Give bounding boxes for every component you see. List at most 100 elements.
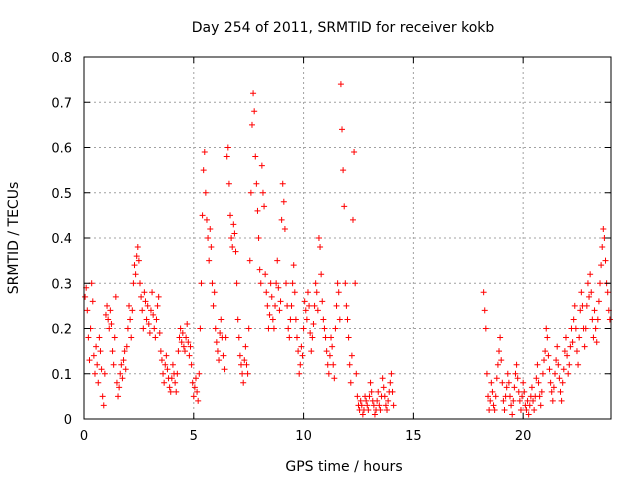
- data-point-0-284: [482, 325, 489, 332]
- data-point-0-256: [363, 397, 370, 404]
- data-point-0-165: [263, 289, 270, 296]
- data-point-0-326: [528, 384, 535, 391]
- y-axis-label: SRMTID / TECUs: [6, 182, 22, 295]
- data-point-0-105: [197, 325, 204, 332]
- data-point-0-107: [199, 212, 206, 219]
- data-point-0-85: [175, 348, 182, 355]
- data-point-0-141: [236, 352, 243, 359]
- data-point-0-252: [358, 402, 365, 409]
- data-point-0-65: [153, 316, 160, 323]
- data-point-0-229: [333, 302, 340, 309]
- data-point-0-4: [86, 357, 93, 364]
- data-point-0-292: [491, 406, 498, 413]
- data-point-0-50: [136, 280, 143, 287]
- data-point-0-361: [567, 343, 574, 350]
- data-point-0-258: [365, 406, 372, 413]
- data-point-0-102: [194, 388, 201, 395]
- data-point-0-239: [344, 316, 351, 323]
- data-point-0-283: [481, 307, 488, 314]
- data-point-0-280: [389, 388, 396, 395]
- data-point-0-128: [222, 334, 229, 341]
- data-point-0-100: [191, 384, 198, 391]
- data-point-0-300: [500, 397, 507, 404]
- data-point-0-218: [321, 325, 328, 332]
- data-point-0-160: [257, 280, 264, 287]
- data-point-0-384: [592, 325, 599, 332]
- data-point-0-168: [266, 311, 273, 318]
- data-point-0-26: [110, 361, 117, 368]
- data-point-0-355: [560, 366, 567, 373]
- data-point-0-340: [544, 334, 551, 341]
- data-point-0-332: [535, 379, 542, 386]
- data-point-0-234: [339, 126, 346, 133]
- data-point-0-67: [155, 293, 162, 300]
- data-point-0-120: [213, 339, 220, 346]
- data-point-0-263: [370, 402, 377, 409]
- data-point-0-29: [113, 379, 120, 386]
- x-tick-label-1: 5: [190, 429, 198, 444]
- data-point-0-146: [242, 343, 249, 350]
- data-point-0-324: [526, 402, 533, 409]
- data-point-0-37: [122, 366, 129, 373]
- data-point-0-178: [277, 298, 284, 305]
- data-point-0-318: [520, 379, 527, 386]
- data-point-0-110: [202, 189, 209, 196]
- data-point-0-242: [347, 379, 354, 386]
- data-point-0-197: [298, 343, 305, 350]
- data-point-0-224: [328, 334, 335, 341]
- data-point-0-225: [329, 343, 336, 350]
- data-point-0-236: [341, 203, 348, 210]
- data-point-0-149: [245, 325, 252, 332]
- data-point-0-226: [330, 361, 337, 368]
- data-point-0-25: [109, 348, 116, 355]
- data-point-0-269: [377, 406, 384, 413]
- data-point-0-22: [106, 325, 113, 332]
- data-point-0-298: [498, 357, 505, 364]
- data-point-0-381: [589, 316, 596, 323]
- data-point-0-111: [203, 216, 210, 223]
- data-point-0-23: [107, 307, 114, 314]
- data-point-0-388: [597, 280, 604, 287]
- data-point-0-164: [262, 271, 269, 278]
- data-point-0-46: [132, 271, 139, 278]
- data-point-0-350: [555, 361, 562, 368]
- data-point-0-307: [508, 402, 515, 409]
- data-point-0-338: [542, 348, 549, 355]
- data-point-0-199: [300, 325, 307, 332]
- data-point-0-56: [143, 316, 150, 323]
- data-point-0-368: [575, 361, 582, 368]
- data-point-0-290: [489, 388, 496, 395]
- data-point-0-88: [178, 339, 185, 346]
- y-tick-label-4: 0.4: [51, 232, 72, 247]
- data-point-0-344: [548, 388, 555, 395]
- data-point-0-156: [253, 180, 260, 187]
- data-point-0-183: [283, 280, 290, 287]
- data-point-0-79: [168, 375, 175, 382]
- data-point-0-305: [505, 379, 512, 386]
- data-point-0-109: [201, 149, 208, 156]
- data-point-0-136: [231, 230, 238, 237]
- data-point-0-119: [212, 325, 219, 332]
- data-point-0-36: [121, 348, 128, 355]
- data-point-0-287: [486, 406, 493, 413]
- data-point-0-203: [304, 289, 311, 296]
- data-point-0-82: [172, 379, 179, 386]
- data-point-0-377: [584, 280, 591, 287]
- data-point-0-297: [497, 334, 504, 341]
- data-point-0-383: [591, 307, 598, 314]
- data-point-0-152: [248, 121, 255, 128]
- data-point-0-306: [506, 393, 513, 400]
- data-point-0-348: [553, 357, 560, 364]
- data-point-0-328: [531, 406, 538, 413]
- data-point-0-260: [367, 379, 374, 386]
- data-point-0-342: [546, 366, 553, 373]
- data-point-0-0: [82, 293, 89, 300]
- data-point-0-44: [130, 280, 137, 287]
- y-tick-label-3: 0.3: [51, 277, 72, 292]
- data-point-0-187: [287, 316, 294, 323]
- data-point-0-177: [276, 307, 283, 314]
- data-point-0-192: [292, 316, 299, 323]
- data-point-0-299: [499, 379, 506, 386]
- data-point-0-161: [258, 162, 265, 169]
- data-point-0-30: [115, 393, 122, 400]
